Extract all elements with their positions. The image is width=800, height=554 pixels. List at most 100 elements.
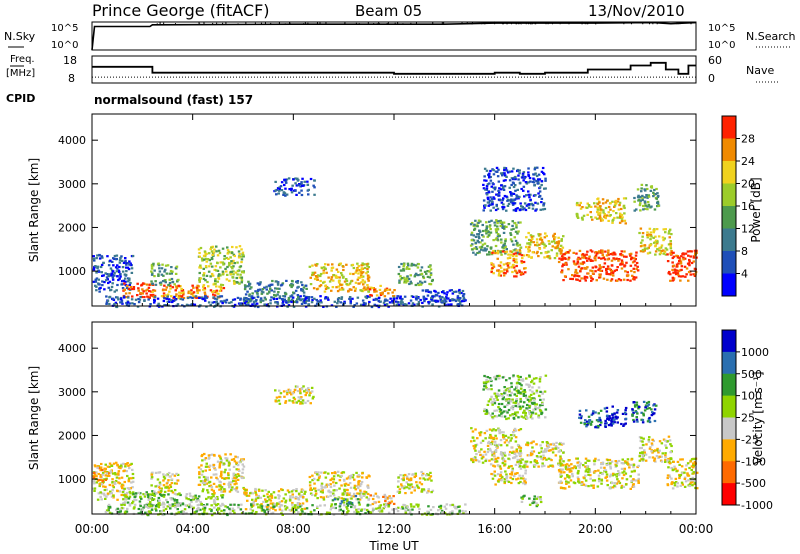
scatter-cell xyxy=(686,250,690,253)
scatter-cell xyxy=(493,188,497,191)
scatter-cell xyxy=(492,464,495,467)
scatter-cell xyxy=(646,205,649,208)
scatter-cell xyxy=(158,492,162,496)
scatter-cell xyxy=(220,490,223,493)
scatter-cell xyxy=(616,200,620,203)
scatter-cell xyxy=(473,447,476,450)
scatter-cell xyxy=(228,484,231,487)
scatter-cell xyxy=(215,250,218,253)
scatter-cell xyxy=(618,212,622,215)
scatter-cell xyxy=(613,205,616,208)
scatter-cell xyxy=(209,248,212,251)
scatter-cell xyxy=(305,498,308,501)
scatter-cell xyxy=(173,283,176,286)
scatter-cell xyxy=(503,225,506,228)
scatter-cell xyxy=(620,220,624,223)
scatter-cell xyxy=(337,280,341,283)
scatter-cell xyxy=(634,254,638,257)
scatter-cell xyxy=(266,506,269,509)
scatter-cell xyxy=(682,256,685,259)
scatter-cell xyxy=(323,486,327,489)
scatter-cell xyxy=(519,449,522,452)
scatter-cell xyxy=(122,498,125,501)
scatter-cell xyxy=(489,247,493,250)
scatter-cell xyxy=(216,280,219,283)
scatter-cell xyxy=(626,461,629,464)
scatter-cell xyxy=(108,483,112,487)
scatter-cell xyxy=(669,443,672,446)
scatter-cell xyxy=(236,281,240,284)
scatter-cell xyxy=(199,264,202,267)
scatter-cell xyxy=(363,280,366,283)
scatter-cell xyxy=(623,250,626,253)
scatter-cell xyxy=(556,446,560,450)
scatter-cell xyxy=(557,260,561,264)
scatter-cell xyxy=(205,296,209,299)
scatter-cell xyxy=(669,252,673,255)
scatter-cell xyxy=(498,465,502,468)
scatter-cell xyxy=(121,491,125,494)
scatter-cell xyxy=(114,479,118,483)
scatter-cell xyxy=(219,481,222,484)
scatter-cell xyxy=(511,202,514,205)
scatter-cell xyxy=(499,250,503,253)
nave-tick-bottom: 0 xyxy=(708,72,715,85)
scatter-cell xyxy=(600,463,603,466)
scatter-cell xyxy=(231,245,234,249)
scatter-cell xyxy=(173,295,176,298)
scatter-cell xyxy=(649,234,653,237)
scatter-cell xyxy=(215,303,218,306)
scatter-cell xyxy=(243,288,247,291)
scatter-cell xyxy=(202,488,205,491)
scatter-cell xyxy=(353,492,356,495)
scatter-cell xyxy=(631,413,634,416)
scatter-cell xyxy=(645,194,648,197)
scatter-cell xyxy=(616,478,619,481)
scatter-cell xyxy=(504,246,507,249)
scatter-cell xyxy=(224,453,227,456)
scatter-cell xyxy=(522,171,526,174)
scatter-cell xyxy=(121,484,125,487)
scatter-cell xyxy=(111,484,115,487)
scatter-cell xyxy=(531,237,534,240)
scatter-cell xyxy=(524,271,527,274)
scatter-cell xyxy=(569,277,572,280)
scatter-cell xyxy=(660,455,663,458)
scatter-cell xyxy=(409,478,413,482)
scatter-cell xyxy=(215,291,218,294)
scatter-cell xyxy=(363,286,366,289)
scatter-cell xyxy=(314,492,318,495)
scatter-cell xyxy=(501,174,504,177)
scatter-cell xyxy=(278,189,281,192)
scatter-cell xyxy=(324,471,327,474)
scatter-cell xyxy=(559,244,563,247)
scatter-cell xyxy=(165,482,169,485)
scatter-cell xyxy=(499,261,503,264)
scatter-cell xyxy=(539,236,543,239)
scatter-cell xyxy=(232,279,236,283)
scatter-cell xyxy=(103,288,106,291)
scatter-cell xyxy=(679,260,683,263)
scatter-cell xyxy=(521,205,524,209)
scatter-cell xyxy=(590,276,593,279)
scatter-cell xyxy=(611,474,614,477)
scatter-cell xyxy=(527,254,531,257)
scatter-cell xyxy=(512,266,516,269)
scatter-cell xyxy=(631,274,634,277)
scatter-cell xyxy=(479,434,482,437)
scatter-cell xyxy=(284,187,287,190)
scatter-cell xyxy=(635,418,639,421)
scatter-cell xyxy=(222,300,226,303)
scatter-cell xyxy=(120,255,123,258)
scatter-cell xyxy=(503,460,507,463)
scatter-cell xyxy=(261,489,264,492)
scatter-cell xyxy=(110,285,114,288)
scatter-cell xyxy=(129,282,132,285)
scatter-cell xyxy=(577,460,581,463)
scatter-cell xyxy=(517,429,521,432)
scatter-cell xyxy=(226,246,229,249)
scatter-cell xyxy=(111,478,114,481)
scatter-cell xyxy=(535,208,538,211)
scatter-cell xyxy=(501,452,505,455)
scatter-cell xyxy=(540,180,544,183)
